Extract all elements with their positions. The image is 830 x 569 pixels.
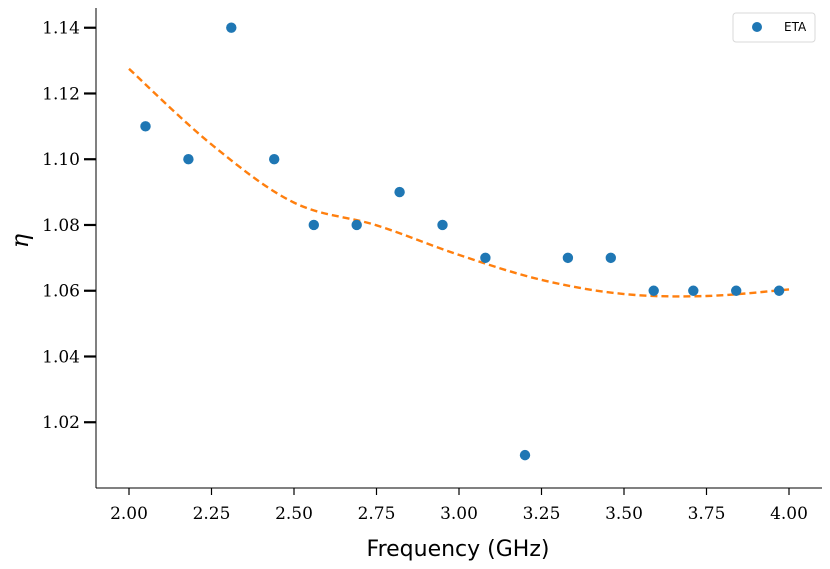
x-tick-label: 3.50 <box>605 504 643 524</box>
eta-point <box>437 219 448 231</box>
x-tick-label: 2.50 <box>275 504 313 524</box>
eta-point <box>226 22 237 33</box>
eta-point <box>308 219 319 231</box>
eta-point <box>183 154 194 165</box>
x-tick-label: 3.75 <box>688 504 726 524</box>
x-tick-label: 3.00 <box>440 504 478 524</box>
eta-point <box>605 252 616 264</box>
y-ticks: 1.02 1.04 1.06 1.08 1.10 1.12 1.14 <box>42 19 96 433</box>
eta-point <box>688 285 699 296</box>
eta-point <box>731 285 742 296</box>
y-tick-label: 1.02 <box>42 413 80 433</box>
eta-point <box>773 285 785 296</box>
fit-line <box>128 67 790 298</box>
legend-box <box>732 12 816 43</box>
eta-point <box>351 219 362 231</box>
eta-point <box>562 252 574 264</box>
legend-marker-eta <box>752 22 762 32</box>
eta-point <box>480 252 491 264</box>
plot-area: 2.00 2.25 2.50 2.75 3.00 3.25 3.50 3.75 4.00 1.0… <box>42 8 822 524</box>
y-tick-label: 1.08 <box>42 216 80 236</box>
x-ticks: 2.00 2.25 2.50 2.75 3.00 3.25 3.50 3.75 4.00 <box>110 488 808 524</box>
x-tick-label: 2.75 <box>358 504 396 524</box>
x-tick-label: 2.25 <box>193 504 231 524</box>
x-tick-label: 4.00 <box>770 504 808 524</box>
scatter-points <box>140 22 785 461</box>
legend-label-eta: ETA <box>784 20 807 34</box>
y-tick-label: 1.06 <box>42 282 80 302</box>
x-tick-label: 2.00 <box>110 504 148 524</box>
eta-point <box>269 154 280 165</box>
y-tick-label: 1.10 <box>42 150 80 170</box>
y-tick-label: 1.04 <box>42 347 80 367</box>
legend: ETA <box>732 12 816 43</box>
eta-point <box>394 186 405 198</box>
x-axis-label: Frequency (GHz) <box>367 537 550 562</box>
eta-point <box>140 121 151 132</box>
y-tick-label: 1.12 <box>42 84 80 104</box>
eta-point <box>519 449 531 461</box>
x-tick-label: 3.25 <box>523 504 561 524</box>
y-axis-label: η <box>6 233 34 248</box>
y-tick-label: 1.14 <box>42 19 80 39</box>
eta-point <box>648 285 659 296</box>
